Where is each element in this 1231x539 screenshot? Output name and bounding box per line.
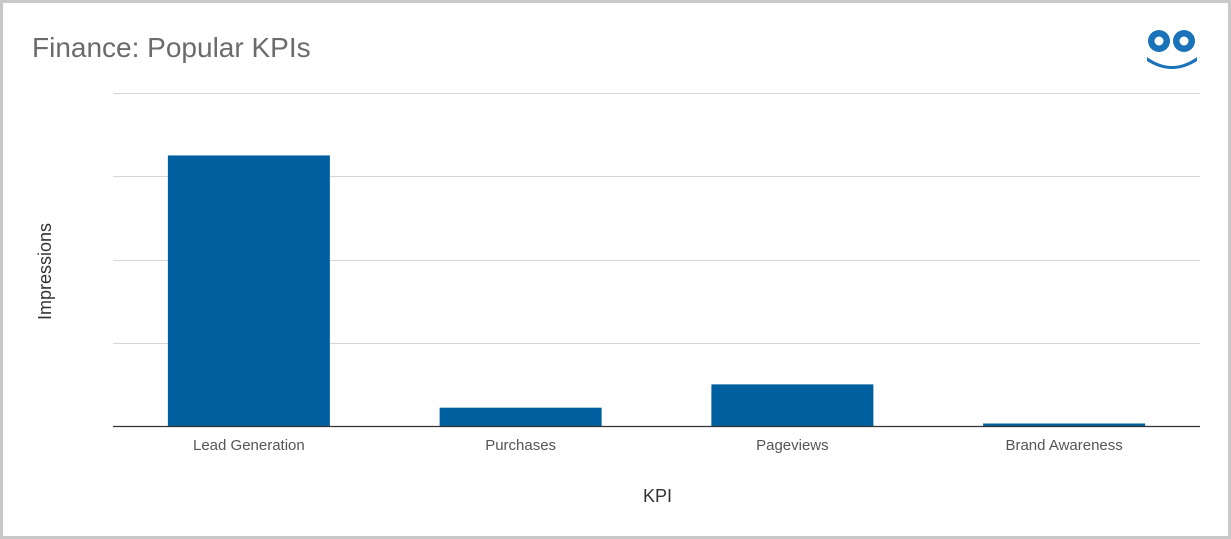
x-axis-title: KPI bbox=[643, 486, 672, 506]
x-tick-label-1: Purchases bbox=[485, 437, 556, 454]
x-tick-label-2: Pageviews bbox=[756, 437, 829, 454]
smiley-face-logo-icon bbox=[1147, 30, 1197, 69]
bar-1 bbox=[439, 407, 602, 426]
bar-chart: Lead Generation Purchases Pageviews Brand A… bbox=[35, 93, 1200, 506]
y-axis-title: Impressions bbox=[35, 223, 55, 320]
bar-0 bbox=[167, 155, 330, 426]
x-tick-label-3: Brand Awareness bbox=[1005, 437, 1122, 454]
x-tick-label-0: Lead Generation bbox=[193, 437, 305, 454]
chart-title: Finance: Popular KPIs bbox=[32, 32, 311, 63]
bar-2 bbox=[711, 384, 874, 426]
bar-3 bbox=[983, 423, 1146, 426]
